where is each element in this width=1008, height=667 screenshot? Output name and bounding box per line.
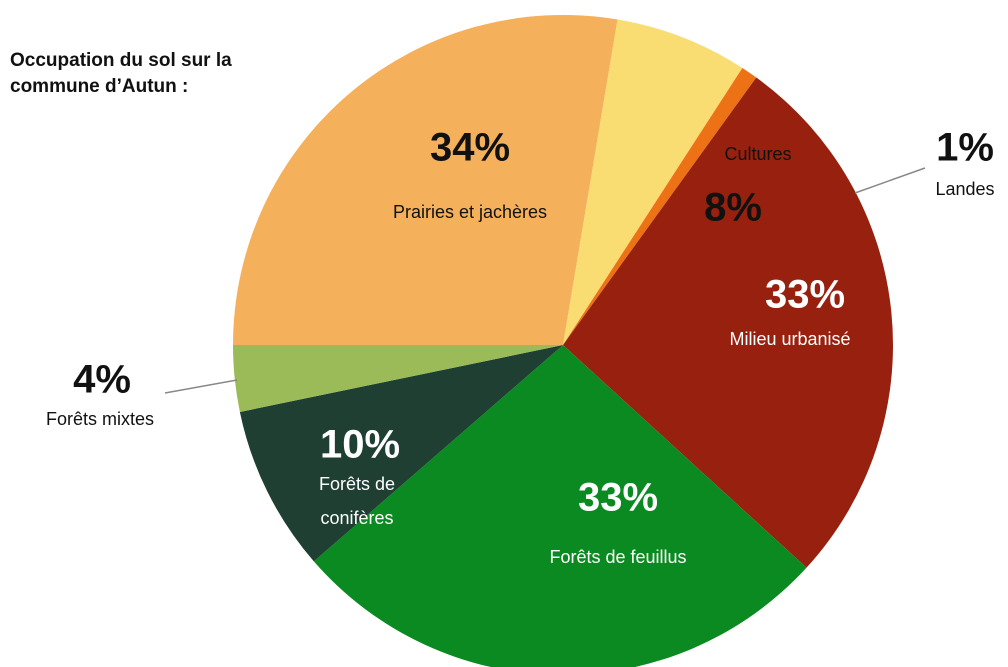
value-label: 10% bbox=[320, 423, 400, 467]
value-label: 33% bbox=[765, 273, 845, 317]
category-label: Forêts mixtes bbox=[46, 409, 154, 429]
category-label: Cultures bbox=[724, 144, 791, 164]
category-label: Forêts de feuillus bbox=[549, 547, 686, 567]
pie-slice bbox=[233, 14, 618, 345]
pie-slice bbox=[313, 345, 807, 667]
pie-slice bbox=[239, 345, 563, 562]
category-label: Forêts de conifères bbox=[319, 474, 395, 528]
pie-slice bbox=[563, 77, 893, 568]
leader-line bbox=[164, 379, 238, 394]
value-label: 1% bbox=[936, 126, 994, 170]
value-label: 34% bbox=[430, 126, 510, 170]
chart-title: Occupation du sol sur la commune d’Autun… bbox=[10, 50, 232, 97]
pie-slice bbox=[563, 68, 757, 346]
category-label: Prairies et jachères bbox=[393, 202, 547, 222]
leader-line bbox=[854, 167, 926, 194]
value-label: 4% bbox=[73, 358, 131, 402]
category-label: Landes bbox=[935, 179, 994, 199]
value-label: 33% bbox=[578, 476, 658, 520]
pie-slice bbox=[563, 19, 743, 345]
category-label: Milieu urbanisé bbox=[729, 329, 850, 349]
value-label: 8% bbox=[704, 186, 762, 230]
pie-slice bbox=[233, 345, 563, 412]
